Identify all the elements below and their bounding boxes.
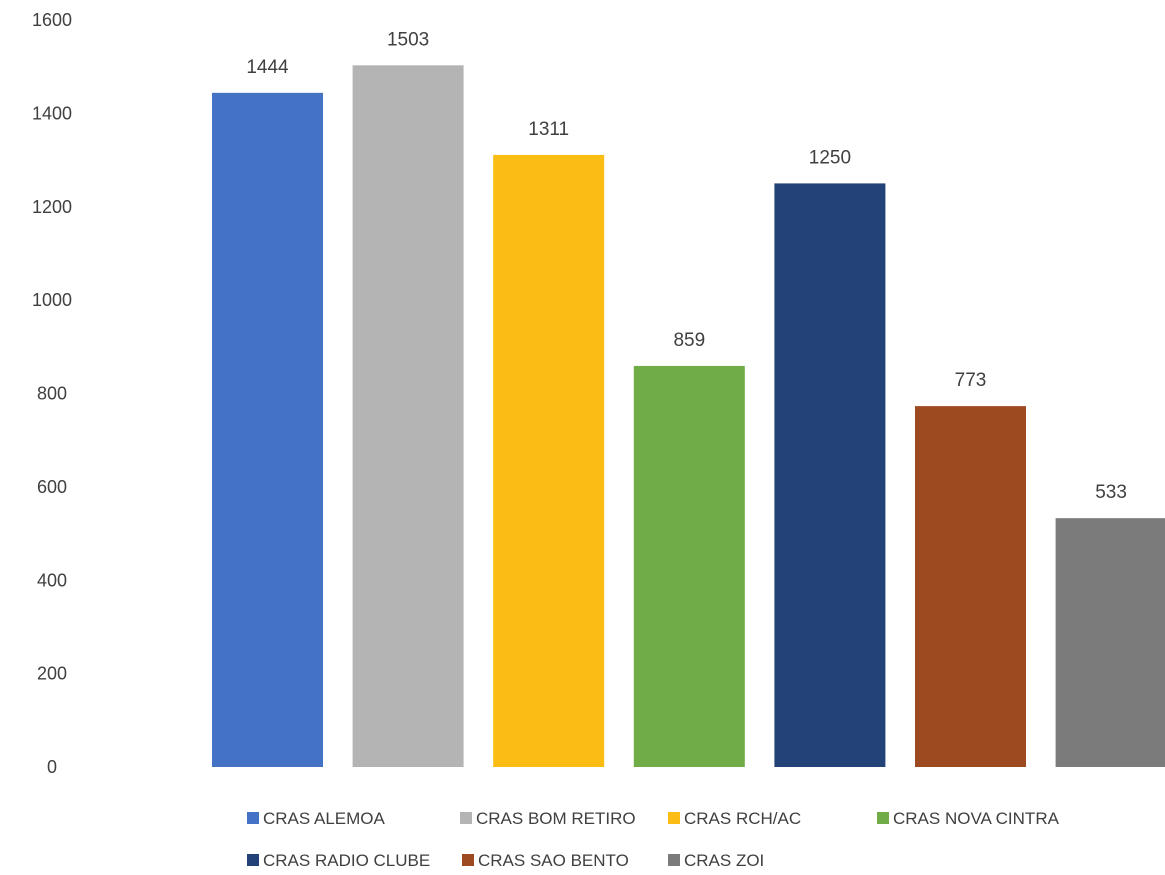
legend-label: CRAS NOVA CINTRA xyxy=(893,809,1060,828)
legend-label: CRAS RCH/AC xyxy=(684,809,801,828)
legend-item: CRAS NOVA CINTRA xyxy=(877,809,1060,828)
y-tick-label: 1600 xyxy=(32,10,72,30)
bar xyxy=(633,365,745,767)
y-tick-label: 800 xyxy=(37,384,67,404)
legend-label: CRAS ALEMOA xyxy=(263,809,386,828)
y-tick-label: 1400 xyxy=(32,103,72,123)
y-tick-label: 1000 xyxy=(32,290,72,310)
bar xyxy=(352,65,464,768)
legend-label: CRAS RADIO CLUBE xyxy=(263,851,430,870)
legend-item: CRAS ALEMOA xyxy=(247,809,386,828)
legend-item: CRAS RCH/AC xyxy=(668,809,801,828)
legend-swatch xyxy=(462,854,474,866)
legend-swatch xyxy=(668,854,680,866)
legend-item: CRAS RADIO CLUBE xyxy=(247,851,430,870)
y-tick-label: 400 xyxy=(37,570,67,590)
bar xyxy=(493,154,605,767)
y-tick-label: 200 xyxy=(37,664,67,684)
legend-swatch xyxy=(460,812,472,824)
y-tick-label: 0 xyxy=(47,757,57,777)
legend-item: CRAS BOM RETIRO xyxy=(460,809,636,828)
data-label: 773 xyxy=(955,370,987,391)
legend-label: CRAS SAO BENTO xyxy=(478,851,629,870)
bar xyxy=(915,406,1026,767)
y-tick-label: 1200 xyxy=(32,197,72,217)
legend-label: CRAS BOM RETIRO xyxy=(476,809,636,828)
legend-swatch xyxy=(247,854,259,866)
legend: CRAS ALEMOA CRAS BOM RETIRO CRAS RCH/AC CRA… xyxy=(247,809,1060,870)
y-axis: 0 200 400 600 800 1000 1200 1400 1600 xyxy=(32,10,72,777)
data-label: 1444 xyxy=(246,57,289,78)
data-label: 859 xyxy=(673,330,705,351)
data-label: 533 xyxy=(1095,482,1127,503)
bar xyxy=(212,92,323,767)
legend-swatch xyxy=(877,812,889,824)
data-labels: 1444 1503 1311 859 1250 773 533 xyxy=(246,29,1127,503)
legend-item: CRAS SAO BENTO xyxy=(462,851,629,870)
legend-item: CRAS ZOI xyxy=(668,851,764,870)
legend-label: CRAS ZOI xyxy=(684,851,764,870)
legend-swatch xyxy=(668,812,680,824)
y-tick-label: 600 xyxy=(37,477,67,497)
bars xyxy=(212,65,1165,768)
bar xyxy=(774,183,886,767)
bar xyxy=(1055,518,1165,767)
data-label: 1311 xyxy=(528,119,569,140)
data-label: 1503 xyxy=(387,29,429,50)
legend-swatch xyxy=(247,812,259,824)
data-label: 1250 xyxy=(809,147,851,168)
